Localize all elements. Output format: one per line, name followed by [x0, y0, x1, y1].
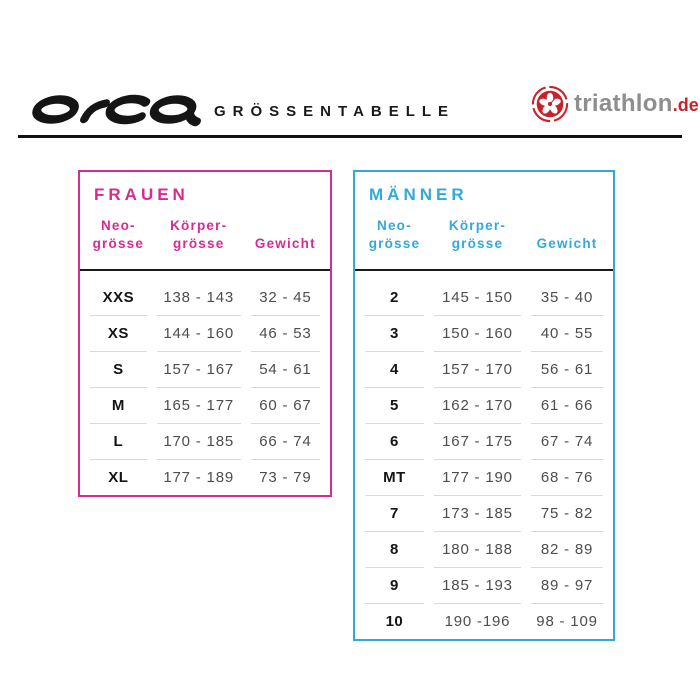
size-cell: XXS [90, 280, 147, 317]
table-row: XL 177 - 189 73 - 79 [90, 460, 320, 495]
height-cell: 157 - 170 [433, 352, 522, 389]
col-header-gewicht: Gewicht [536, 236, 598, 252]
size-cell: 10 [385, 613, 404, 631]
frauen-table: Neo- grösse Körper- grösse Gewicht XXS 13… [80, 205, 330, 495]
height-cell: 177 - 189 [163, 469, 234, 487]
height-cell: 185 - 193 [433, 568, 522, 605]
table-row: 2 145 - 150 35 - 40 [365, 280, 603, 317]
height-cell: 177 - 190 [433, 460, 522, 497]
size-cell: 9 [365, 568, 424, 605]
height-cell: 180 - 188 [433, 532, 522, 569]
height-cell: 150 - 160 [433, 316, 522, 353]
size-cell: 7 [365, 496, 424, 533]
table-row: MT 177 - 190 68 - 76 [365, 460, 603, 497]
size-cell: XS [90, 316, 147, 353]
table-row: 6 167 - 175 67 - 74 [365, 424, 603, 461]
weight-cell: 60 - 67 [250, 388, 320, 425]
table-row: 4 157 - 170 56 - 61 [365, 352, 603, 389]
table-title-frauen: FRAUEN [94, 185, 189, 204]
maenner-table: Neo- grösse Körper- grösse Gewicht 2 145 … [355, 205, 613, 639]
weight-cell: 73 - 79 [259, 469, 312, 487]
weight-cell: 35 - 40 [531, 280, 603, 317]
size-cell: 4 [365, 352, 424, 389]
weight-cell: 98 - 109 [536, 613, 598, 631]
table-row: XXS 138 - 143 32 - 45 [90, 280, 320, 317]
col-header-koerpergroesse: Körper- grösse [170, 218, 228, 252]
weight-cell: 75 - 82 [531, 496, 603, 533]
size-cell: MT [365, 460, 424, 497]
weight-cell: 68 - 76 [531, 460, 603, 497]
size-cell: XL [108, 469, 129, 487]
weight-cell: 54 - 61 [250, 352, 320, 389]
height-cell: 144 - 160 [156, 316, 241, 353]
height-cell: 145 - 150 [433, 280, 522, 317]
height-cell: 170 - 185 [156, 424, 241, 461]
size-cell: 8 [365, 532, 424, 569]
site-tld: .de [672, 95, 699, 115]
height-cell: 190 -196 [444, 613, 511, 631]
column-header-row: Neo- grösse Körper- grösse Gewicht [365, 205, 603, 260]
table-row: S 157 - 167 54 - 61 [90, 352, 320, 389]
weight-cell: 82 - 89 [531, 532, 603, 569]
weight-cell: 89 - 97 [531, 568, 603, 605]
col-header-koerpergroesse: Körper- grösse [448, 218, 507, 252]
page-title: GRÖSSENTABELLE [214, 103, 456, 120]
table-row: XS 144 - 160 46 - 53 [90, 316, 320, 353]
table-row: 9 185 - 193 89 - 97 [365, 568, 603, 605]
triathlon-de-logo: triathlon .de [531, 85, 699, 123]
column-header-row: Neo- grösse Körper- grösse Gewicht [90, 205, 320, 260]
table-row: 10 190 -196 98 - 109 [365, 604, 603, 639]
height-cell: 165 - 177 [156, 388, 241, 425]
table-row: 7 173 - 185 75 - 82 [365, 496, 603, 533]
orca-logo [28, 82, 204, 132]
size-cell: L [90, 424, 147, 461]
size-cell: S [90, 352, 147, 389]
size-cell: 2 [365, 280, 424, 317]
height-cell: 173 - 185 [433, 496, 522, 533]
weight-cell: 40 - 55 [531, 316, 603, 353]
height-cell: 167 - 175 [433, 424, 522, 461]
weight-cell: 56 - 61 [531, 352, 603, 389]
weight-cell: 46 - 53 [250, 316, 320, 353]
col-header-gewicht: Gewicht [254, 236, 316, 252]
weight-cell: 32 - 45 [250, 280, 320, 317]
col-header-neogroesse: Neo- grösse [368, 218, 421, 252]
height-cell: 162 - 170 [433, 388, 522, 425]
weight-cell: 67 - 74 [531, 424, 603, 461]
height-cell: 157 - 167 [156, 352, 241, 389]
table-row: M 165 - 177 60 - 67 [90, 388, 320, 425]
header-divider [18, 135, 682, 138]
table-row: 8 180 - 188 82 - 89 [365, 532, 603, 569]
col-header-neogroesse: Neo- grösse [92, 218, 145, 252]
site-name: triathlon [574, 90, 673, 117]
weight-cell: 61 - 66 [531, 388, 603, 425]
hibiscus-flower-icon [531, 85, 569, 123]
height-cell: 138 - 143 [156, 280, 241, 317]
table-header-divider [80, 269, 330, 272]
table-row: 3 150 - 160 40 - 55 [365, 316, 603, 353]
table-title-maenner: MÄNNER [369, 185, 468, 204]
size-table-frauen: FRAUEN Neo- grösse Körper- grösse Gewich… [78, 170, 332, 498]
weight-cell: 66 - 74 [250, 424, 320, 461]
size-table-maenner: MÄNNER Neo- grösse Körper- grösse Gewich… [353, 170, 615, 642]
size-cell: 3 [365, 316, 424, 353]
size-cell: 6 [365, 424, 424, 461]
table-row: 5 162 - 170 61 - 66 [365, 388, 603, 425]
size-cell: 5 [365, 388, 424, 425]
size-cell: M [90, 388, 147, 425]
table-row: L 170 - 185 66 - 74 [90, 424, 320, 461]
header-divider-row [80, 260, 330, 280]
table-header-divider [355, 269, 613, 272]
header-divider-row [355, 260, 613, 280]
orca-wordmark-icon [32, 94, 201, 127]
